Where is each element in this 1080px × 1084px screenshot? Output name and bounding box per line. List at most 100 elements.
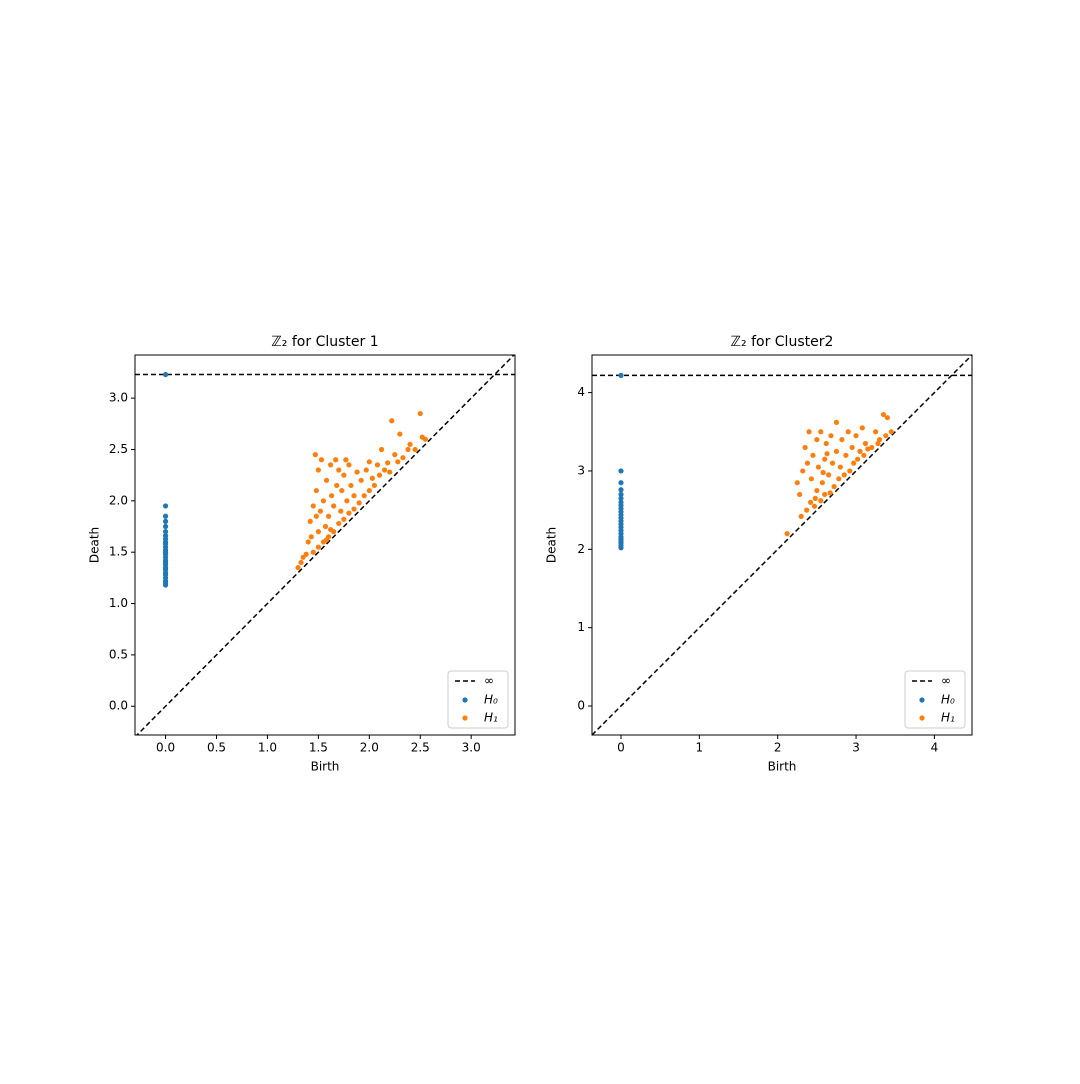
point	[318, 457, 325, 463]
point	[366, 459, 372, 465]
x-tick-label: 1.5	[309, 741, 328, 755]
point	[618, 495, 624, 501]
point	[839, 437, 845, 443]
legend: ∞ H₀ H₁	[447, 670, 509, 729]
point	[310, 503, 316, 509]
point	[807, 499, 814, 505]
point	[308, 534, 314, 540]
x-tick-label: 0.0	[156, 741, 175, 755]
point	[826, 472, 832, 478]
point	[862, 440, 869, 447]
point	[313, 513, 319, 519]
point	[407, 441, 413, 447]
point	[325, 513, 332, 519]
y-tick-label: 4	[577, 385, 585, 399]
y-tick-label: 3	[577, 463, 585, 477]
point	[818, 498, 824, 504]
point	[312, 452, 318, 458]
legend-label: H₀	[484, 693, 498, 707]
point	[329, 493, 335, 499]
axes-frame	[134, 354, 516, 736]
y-tick-label: 2	[577, 542, 585, 556]
point	[873, 429, 879, 435]
point	[865, 446, 871, 452]
point	[815, 464, 822, 470]
chart-title: ℤ₂ for Cluster 1	[271, 334, 378, 350]
point	[371, 482, 378, 489]
point	[804, 507, 810, 513]
point	[814, 437, 820, 443]
point	[358, 477, 364, 483]
legend-box	[904, 670, 966, 729]
point	[381, 467, 388, 473]
point	[331, 503, 337, 509]
legend-label: H₁	[941, 711, 955, 725]
point	[618, 372, 624, 378]
point	[833, 448, 840, 454]
panel: ℤ₂ for Cluster2 Birth Death 0 1 2 3 4 0 1 2 3 4 ∞ H₀ H₁	[545, 334, 973, 774]
point	[307, 518, 313, 524]
point	[811, 503, 818, 509]
point	[315, 467, 321, 473]
point	[344, 498, 350, 504]
y-tick-label: 3.0	[109, 391, 128, 405]
point	[847, 468, 853, 474]
point	[837, 464, 843, 470]
point	[339, 487, 345, 494]
point	[320, 498, 327, 504]
y-tick-label: 0.5	[109, 647, 128, 661]
point	[315, 544, 321, 550]
y-tick-label: 1	[577, 620, 585, 634]
point	[822, 491, 828, 498]
point	[618, 468, 624, 474]
point	[888, 429, 894, 435]
point	[843, 452, 849, 458]
point	[300, 554, 306, 560]
plot-area	[135, 355, 515, 735]
x-tick-label: 0.5	[207, 741, 226, 755]
point	[351, 493, 357, 499]
point	[336, 467, 342, 473]
point	[618, 480, 624, 486]
x-tick-label: 4	[931, 741, 939, 755]
point	[876, 437, 883, 443]
point	[851, 460, 857, 466]
point	[374, 462, 381, 468]
point	[823, 440, 829, 447]
point	[341, 516, 347, 522]
point	[328, 462, 334, 468]
legend-label: H₀	[941, 693, 955, 707]
point	[162, 518, 169, 524]
x-tick-label: 1	[696, 741, 704, 755]
point	[295, 564, 301, 571]
point	[859, 425, 865, 431]
point	[348, 482, 354, 489]
point	[814, 487, 820, 494]
point	[822, 456, 828, 462]
point	[356, 500, 362, 506]
point	[857, 448, 863, 454]
point	[395, 459, 401, 465]
point	[841, 472, 847, 478]
point	[400, 455, 406, 461]
x-tick-label: 2	[774, 741, 782, 755]
y-axis-label: Death	[545, 527, 559, 563]
point	[346, 462, 352, 468]
diagonal	[135, 355, 515, 735]
x-tick-label: 3	[852, 741, 860, 755]
point	[827, 490, 833, 496]
point	[849, 444, 855, 451]
plot-area	[592, 355, 972, 735]
point	[618, 487, 624, 493]
point	[162, 523, 169, 530]
point	[343, 457, 349, 463]
legend-box	[447, 670, 509, 729]
point	[833, 419, 840, 425]
point	[385, 460, 391, 466]
x-axis-label: Birth	[768, 760, 797, 774]
point	[313, 487, 319, 494]
point	[341, 472, 347, 478]
x-axis-label: Birth	[311, 760, 340, 774]
